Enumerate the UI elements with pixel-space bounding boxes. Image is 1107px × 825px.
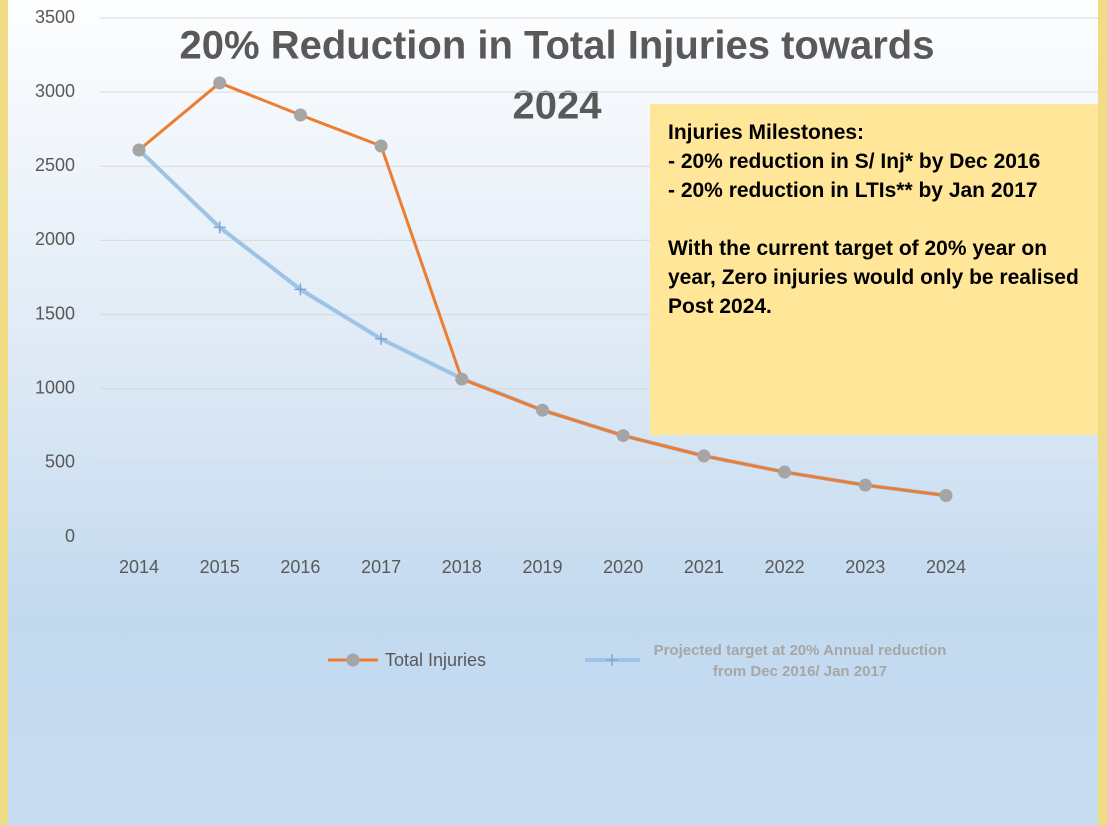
y-tick-label: 500 bbox=[45, 452, 75, 472]
marker bbox=[697, 449, 711, 463]
x-tick-label: 2021 bbox=[684, 557, 724, 577]
x-tick-label: 2014 bbox=[119, 557, 159, 577]
chart-title: 20% Reduction in Total Injuries towards bbox=[180, 24, 935, 68]
legend-swatch bbox=[606, 654, 618, 666]
y-tick-label: 3000 bbox=[35, 81, 75, 101]
x-tick-label: 2017 bbox=[361, 557, 401, 577]
legend-swatch bbox=[346, 653, 360, 667]
annotation-line: Injuries Milestones: bbox=[668, 121, 865, 144]
x-tick-label: 2020 bbox=[603, 557, 643, 577]
x-tick-label: 2015 bbox=[200, 557, 240, 577]
y-tick-label: 2500 bbox=[35, 155, 75, 175]
marker bbox=[778, 465, 792, 479]
annotation-line: - 20% reduction in S/ Inj* by Dec 2016 bbox=[668, 150, 1041, 173]
y-tick-label: 0 bbox=[65, 526, 75, 546]
chart-title: 2024 bbox=[513, 84, 603, 128]
y-tick-label: 1500 bbox=[35, 303, 75, 323]
marker bbox=[375, 332, 388, 345]
marker bbox=[294, 283, 307, 296]
marker bbox=[455, 372, 469, 386]
x-tick-label: 2023 bbox=[845, 557, 885, 577]
annotation-box: Injuries Milestones: - 20% reduction in … bbox=[650, 104, 1098, 435]
marker bbox=[858, 478, 872, 492]
x-tick-label: 2022 bbox=[765, 557, 805, 577]
marker bbox=[293, 108, 307, 122]
marker bbox=[939, 488, 953, 502]
y-tick-label: 2000 bbox=[35, 229, 75, 249]
x-tick-label: 2024 bbox=[926, 557, 966, 577]
legend-label: Projected target at 20% Annual reduction… bbox=[653, 642, 947, 680]
marker bbox=[213, 76, 227, 90]
annotation-line: - 20% reduction in LTIs** by Jan 2017 bbox=[668, 179, 1038, 202]
x-tick-label: 2016 bbox=[280, 557, 320, 577]
x-tick-label: 2018 bbox=[442, 557, 482, 577]
marker bbox=[616, 429, 630, 443]
legend-label: Total Injuries bbox=[385, 650, 486, 670]
x-tick-label: 2019 bbox=[522, 557, 562, 577]
y-tick-label: 1000 bbox=[35, 377, 75, 397]
marker bbox=[536, 403, 549, 417]
marker bbox=[132, 143, 146, 157]
annotation-line: With the current target of 20% year on y… bbox=[668, 237, 1079, 318]
marker bbox=[374, 139, 388, 153]
y-tick-label: 3500 bbox=[35, 7, 75, 27]
marker bbox=[213, 221, 226, 234]
